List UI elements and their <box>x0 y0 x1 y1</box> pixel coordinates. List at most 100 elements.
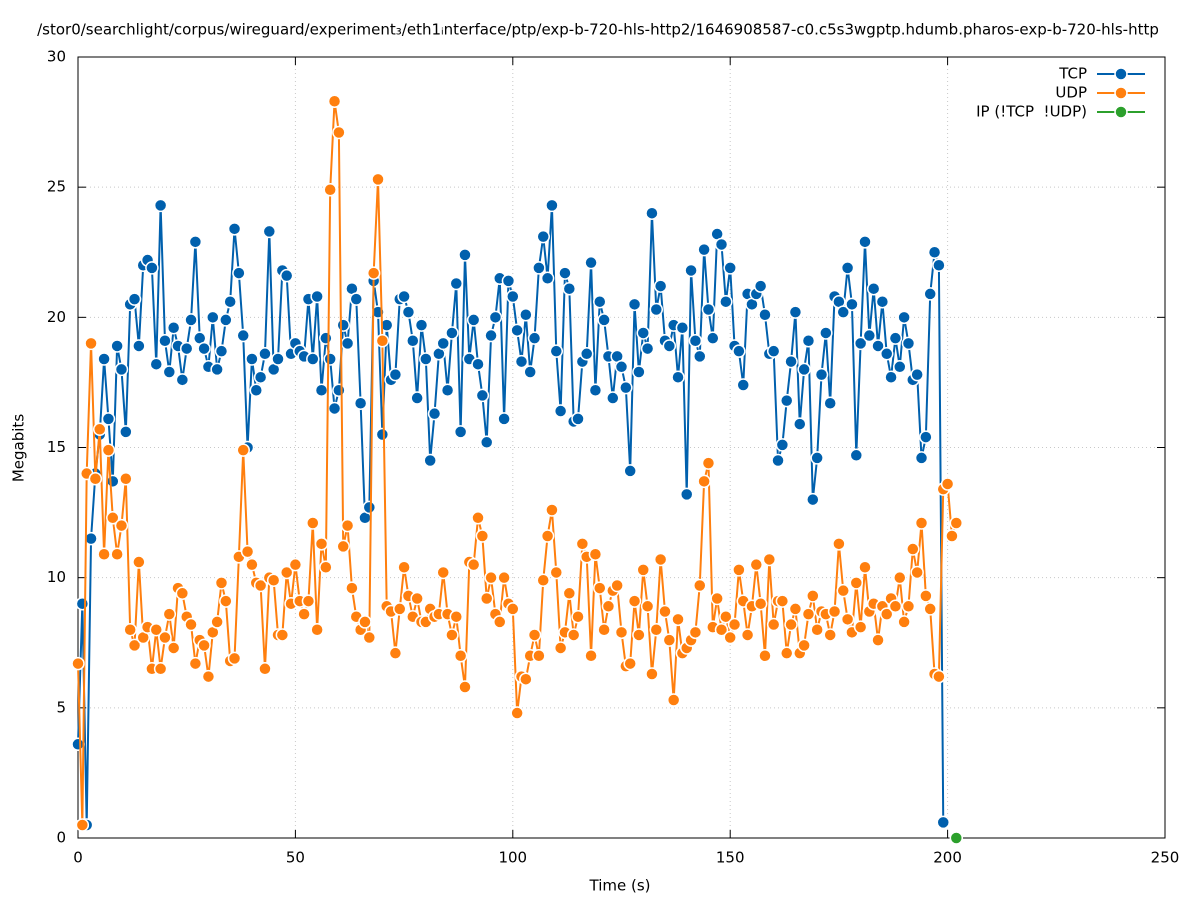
data-point <box>784 617 798 632</box>
data-point <box>840 612 855 627</box>
data-point <box>632 628 646 642</box>
data-point <box>519 672 533 686</box>
data-point <box>436 336 450 351</box>
data-point <box>719 294 733 309</box>
data-point <box>679 487 694 502</box>
data-point <box>514 354 529 369</box>
data-point <box>553 641 568 655</box>
data-point <box>879 607 894 621</box>
data-point <box>779 393 794 408</box>
data-point <box>771 453 785 468</box>
data-point <box>327 94 342 109</box>
data-point <box>627 594 642 608</box>
data-point <box>536 573 550 588</box>
data-point <box>893 570 907 585</box>
data-point <box>806 492 820 507</box>
data-point <box>540 529 555 543</box>
data-point <box>258 662 272 676</box>
data-point <box>197 341 211 356</box>
data-point <box>466 557 481 572</box>
data-point <box>810 622 824 637</box>
data-point <box>166 320 181 335</box>
data-point <box>714 622 729 637</box>
data-point <box>706 331 720 345</box>
data-point <box>366 266 381 280</box>
data-point <box>340 518 355 533</box>
data-point <box>219 594 233 608</box>
data-point <box>84 336 98 351</box>
data-point <box>114 362 129 377</box>
data-point <box>271 352 285 366</box>
data-point <box>566 628 581 642</box>
data-point <box>836 583 850 598</box>
data-point <box>688 625 703 640</box>
data-point <box>375 334 390 348</box>
data-point <box>184 313 198 327</box>
data-point <box>823 628 837 642</box>
x-tick-label: 50 <box>286 849 305 867</box>
data-point <box>75 596 90 611</box>
data-point <box>671 370 685 384</box>
data-point <box>449 276 464 291</box>
data-point <box>497 570 511 585</box>
data-point <box>579 347 594 361</box>
data-point <box>336 318 350 332</box>
data-point <box>888 599 903 614</box>
data-point <box>236 443 250 457</box>
data-point <box>179 341 194 356</box>
data-point <box>114 518 129 533</box>
data-point <box>871 339 885 353</box>
data-point <box>101 412 116 426</box>
data-point <box>306 352 320 366</box>
data-point <box>536 229 550 244</box>
data-point <box>758 307 772 322</box>
data-point <box>445 326 459 340</box>
data-point <box>427 406 442 421</box>
data-point <box>523 365 537 379</box>
data-point <box>736 378 750 392</box>
data-point <box>279 268 294 283</box>
data-point <box>779 646 794 660</box>
data-point <box>393 602 407 616</box>
data-point <box>323 352 337 366</box>
data-point <box>97 352 111 366</box>
data-point <box>110 339 124 353</box>
data-point <box>397 289 411 304</box>
data-point <box>684 263 698 278</box>
data-point <box>527 331 542 345</box>
data-point <box>245 352 259 366</box>
y-tick-label: 30 <box>47 48 66 66</box>
data-point <box>210 615 224 629</box>
data-point <box>227 651 242 666</box>
data-point <box>897 310 911 325</box>
data-point <box>823 396 837 410</box>
data-point <box>249 383 264 397</box>
data-point <box>853 620 868 634</box>
data-point <box>262 224 277 239</box>
data-point <box>184 617 198 632</box>
data-point <box>449 609 464 624</box>
data-point <box>453 425 468 439</box>
data-point <box>362 500 377 515</box>
data-point <box>106 474 120 489</box>
data-point <box>558 266 572 280</box>
data-point <box>388 646 403 660</box>
data-point <box>914 516 929 530</box>
data-point <box>701 302 716 317</box>
data-point <box>871 633 885 647</box>
data-point <box>127 638 142 653</box>
data-point <box>362 630 377 645</box>
y-tick-label: 25 <box>47 178 66 196</box>
data-point <box>562 281 577 296</box>
data-point <box>149 622 164 637</box>
data-point <box>693 578 707 593</box>
x-tick-label: 100 <box>498 849 527 867</box>
data-point <box>801 334 816 348</box>
data-point <box>327 401 342 416</box>
data-point <box>236 328 250 343</box>
data-point <box>949 516 964 530</box>
data-point <box>532 261 546 275</box>
data-point <box>166 641 181 655</box>
data-point <box>714 237 729 252</box>
data-point <box>827 604 842 619</box>
